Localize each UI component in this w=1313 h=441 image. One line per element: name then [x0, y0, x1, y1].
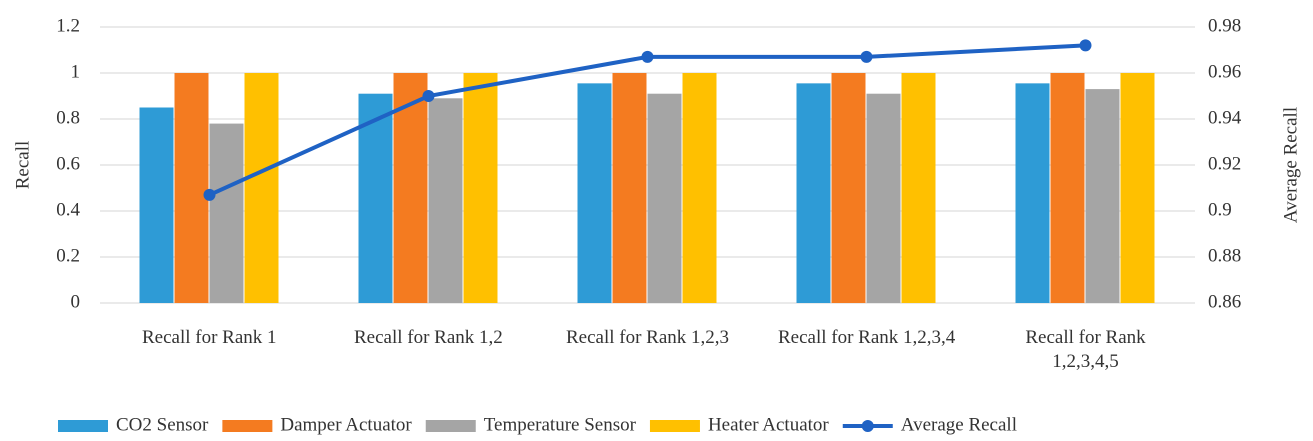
- bar: [901, 73, 936, 303]
- bar: [174, 73, 209, 303]
- bar: [612, 73, 647, 303]
- bar: [244, 73, 279, 303]
- line-marker: [1079, 39, 1092, 52]
- y2-tick-label: 0.92: [1208, 153, 1241, 174]
- bar: [463, 73, 498, 303]
- bar: [1050, 73, 1085, 303]
- bar: [682, 73, 717, 303]
- y2-tick-label: 0.96: [1208, 61, 1241, 82]
- y-tick-label: 0.4: [56, 199, 80, 220]
- line-marker: [860, 50, 873, 63]
- bar: [647, 93, 682, 303]
- legend-label: Temperature Sensor: [484, 414, 637, 435]
- y-tick-label: 0.6: [56, 153, 80, 174]
- y2-tick-label: 0.88: [1208, 245, 1241, 266]
- bar: [831, 73, 866, 303]
- legend-label: Heater Actuator: [708, 414, 829, 435]
- legend-label: Average Recall: [901, 414, 1017, 435]
- y2-tick-label: 0.86: [1208, 291, 1241, 312]
- y2-axis-title: Average Recall: [1280, 107, 1301, 223]
- x-tick-label: Recall for Rank 1: [142, 327, 277, 348]
- x-tick-label: Recall for Rank 1,2,3,4,5: [1025, 327, 1146, 372]
- legend-swatch: [425, 420, 476, 432]
- legend-swatch: [58, 420, 108, 432]
- y-axis-title: Recall: [12, 141, 33, 190]
- x-tick-label: Recall for Rank 1,2,3,4: [778, 327, 956, 348]
- bar: [358, 93, 393, 303]
- bar: [139, 107, 174, 303]
- x-tick-label: Recall for Rank 1,2: [354, 327, 503, 348]
- bar: [796, 83, 831, 303]
- bar: [1085, 89, 1120, 303]
- bar: [866, 93, 901, 303]
- bar: [1120, 73, 1155, 303]
- line-marker: [203, 188, 216, 201]
- line-marker: [641, 50, 654, 63]
- y-tick-label: 1: [71, 61, 81, 82]
- y-tick-label: 0.2: [56, 245, 80, 266]
- line-marker: [422, 90, 435, 102]
- legend-swatch: [861, 420, 874, 432]
- bar: [209, 123, 244, 303]
- bar: [577, 83, 612, 303]
- y-tick-label: 1.2: [56, 15, 80, 36]
- legend-swatch: [222, 420, 273, 432]
- legend-swatch: [649, 420, 700, 432]
- bar: [428, 98, 463, 303]
- x-tick-label: Recall for Rank 1,2,3: [566, 327, 730, 348]
- legend-label: Damper Actuator: [280, 414, 412, 435]
- y2-tick-label: 0.94: [1208, 107, 1242, 128]
- bar: [1015, 83, 1050, 303]
- y-tick-label: 0.8: [56, 107, 80, 128]
- y-tick-label: 0: [71, 291, 81, 312]
- y2-tick-label: 0.9: [1208, 199, 1232, 220]
- y2-tick-label: 0.98: [1208, 15, 1241, 36]
- legend-label: CO2 Sensor: [116, 414, 209, 435]
